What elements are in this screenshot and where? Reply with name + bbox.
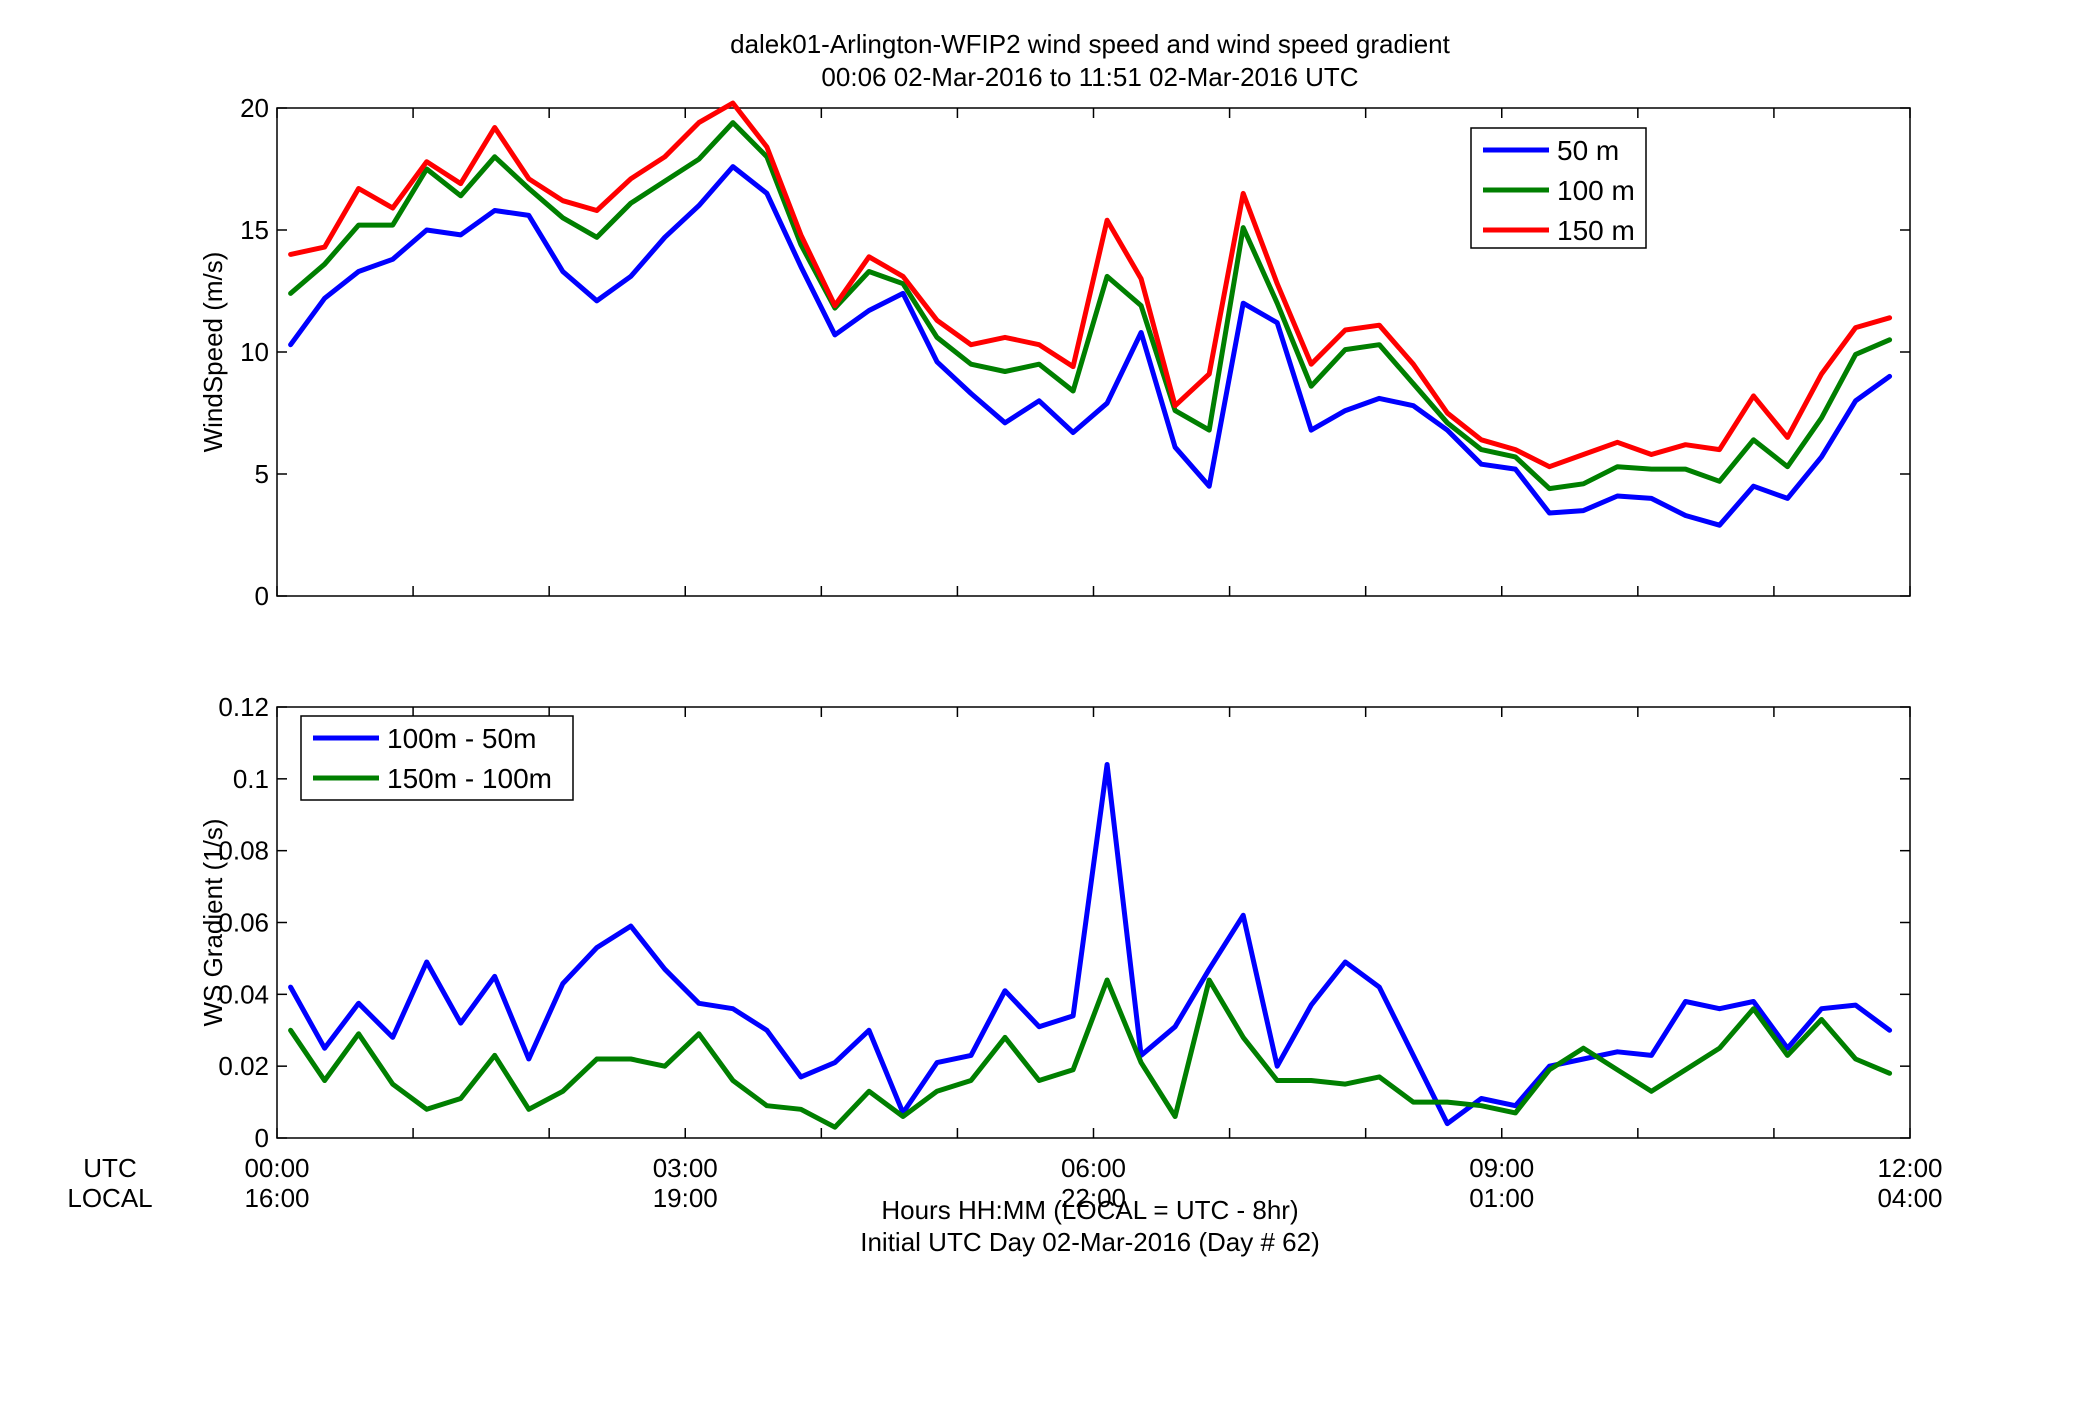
gradient-y-axis-label: WS Gradient (1/s) bbox=[198, 818, 228, 1026]
y-tick-label: 0.04 bbox=[218, 979, 269, 1009]
x-axis-label: Hours HH:MM (LOCAL = UTC - 8hr) bbox=[881, 1195, 1298, 1225]
series-line-150-m bbox=[288, 100, 1893, 470]
x-tick-label-utc: 00:00 bbox=[244, 1153, 309, 1183]
x-tick-label-utc: 09:00 bbox=[1469, 1153, 1534, 1183]
legend-entry: 150m - 100m bbox=[387, 763, 552, 794]
y-tick-label: 0.06 bbox=[218, 908, 269, 938]
x-tick-label-utc: 06:00 bbox=[1061, 1153, 1126, 1183]
y-tick-label: 0.08 bbox=[218, 836, 269, 866]
legend-box bbox=[300, 715, 574, 801]
y-tick-label: 0.12 bbox=[218, 692, 269, 722]
y-tick-label: 0.1 bbox=[233, 764, 269, 794]
series-line-100-m bbox=[288, 120, 1893, 492]
x-tick-label-local: 16:00 bbox=[244, 1183, 309, 1213]
x-tick-label-utc: 03:00 bbox=[653, 1153, 718, 1183]
gradient-ticks: 00.020.040.060.080.10.1200:0016:0003:001… bbox=[218, 692, 1942, 1213]
series-line-100m-50m bbox=[288, 762, 1893, 1127]
utc-row-label: UTC bbox=[83, 1153, 136, 1183]
y-tick-label: 20 bbox=[240, 93, 269, 123]
x-tick-label-local: 01:00 bbox=[1469, 1183, 1534, 1213]
windspeed-ticks: 0 5 10 15 20 bbox=[240, 93, 1911, 611]
windspeed-legend: 50 m 100 m 150 m bbox=[1470, 127, 1647, 249]
gradient-series bbox=[288, 762, 1893, 1130]
y-tick-label: 0 bbox=[255, 1123, 269, 1153]
x-tick-label-utc: 12:00 bbox=[1877, 1153, 1942, 1183]
y-tick-label: 0.02 bbox=[218, 1051, 269, 1081]
legend-entry: 150 m bbox=[1557, 215, 1635, 246]
chart-title: dalek01-Arlington-WFIP2 wind speed and w… bbox=[730, 29, 1451, 59]
y-tick-label: 10 bbox=[240, 337, 269, 367]
x-tick-label-local: 19:00 bbox=[653, 1183, 718, 1213]
series-line-50-m bbox=[288, 164, 1893, 528]
x-axis-sublabel: Initial UTC Day 02-Mar-2016 (Day # 62) bbox=[860, 1227, 1320, 1257]
legend-entry: 50 m bbox=[1557, 135, 1619, 166]
gradient-legend: 100m - 50m 150m - 100m bbox=[300, 715, 574, 801]
windspeed-series bbox=[288, 100, 1893, 528]
chart-subtitle: 00:06 02-Mar-2016 to 11:51 02-Mar-2016 U… bbox=[821, 62, 1358, 92]
series-line-150m-100m bbox=[288, 977, 1893, 1130]
windspeed-y-axis-label: WindSpeed (m/s) bbox=[198, 252, 228, 453]
x-tick-label-local: 22:00 bbox=[1061, 1183, 1126, 1213]
local-row-label: LOCAL bbox=[67, 1183, 152, 1213]
windspeed-panel: 0 5 10 15 20 WindSpeed (m/s) 50 m 100 m 150 m bbox=[198, 93, 1911, 611]
y-tick-label: 15 bbox=[240, 215, 269, 245]
y-tick-label: 0 bbox=[255, 581, 269, 611]
y-tick-label: 5 bbox=[255, 459, 269, 489]
legend-entry: 100 m bbox=[1557, 175, 1635, 206]
x-tick-label-local: 04:00 bbox=[1877, 1183, 1942, 1213]
gradient-panel: 00.020.040.060.080.10.1200:0016:0003:001… bbox=[198, 692, 1943, 1213]
legend-entry: 100m - 50m bbox=[387, 723, 536, 754]
